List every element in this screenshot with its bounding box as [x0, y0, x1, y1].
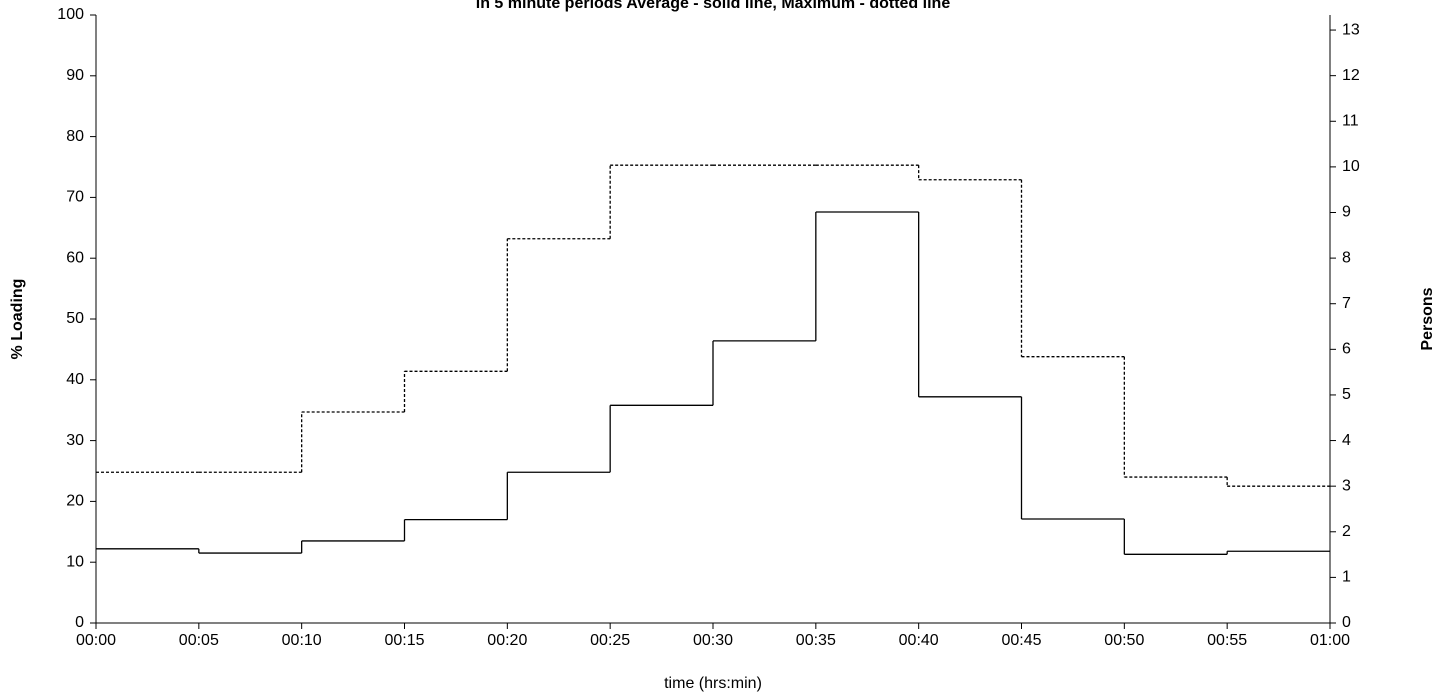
x-tick-label: 00:20: [487, 632, 527, 649]
y-tick-label: 10: [66, 553, 84, 570]
y-tick-label: 70: [66, 189, 84, 206]
x-tick-label: 01:00: [1310, 632, 1350, 649]
y2-axis-label: Persons: [1419, 287, 1436, 350]
y2-tick-label: 3: [1342, 477, 1351, 494]
y2-tick-label: 4: [1342, 432, 1351, 449]
y2-tick-label: 5: [1342, 386, 1351, 403]
y-tick-label: 80: [66, 128, 84, 145]
y2-tick-label: 0: [1342, 614, 1351, 631]
x-tick-label: 00:50: [1104, 632, 1144, 649]
x-tick-label: 00:00: [76, 632, 116, 649]
x-tick-label: 00:25: [590, 632, 630, 649]
y-tick-label: 100: [57, 6, 84, 23]
y-tick-label: 90: [66, 67, 84, 84]
y-tick-label: 0: [75, 614, 84, 631]
y2-tick-label: 2: [1342, 523, 1351, 540]
x-tick-label: 00:40: [899, 632, 939, 649]
y-tick-label: 60: [66, 249, 84, 266]
x-tick-label: 00:05: [179, 632, 219, 649]
y2-tick-label: 7: [1342, 295, 1351, 312]
y2-tick-label: 12: [1342, 67, 1360, 84]
y2-tick-label: 6: [1342, 341, 1351, 358]
y-tick-label: 20: [66, 493, 84, 510]
y2-tick-label: 8: [1342, 249, 1351, 266]
y2-tick-label: 11: [1342, 112, 1359, 129]
x-tick-label: 00:30: [693, 632, 733, 649]
x-axis-label: time (hrs:min): [664, 675, 762, 692]
x-tick-label: 00:35: [796, 632, 836, 649]
x-tick-label: 00:45: [1001, 632, 1041, 649]
y2-tick-label: 9: [1342, 204, 1351, 221]
chart-title: in 5 minute periods Average - solid line…: [476, 0, 951, 12]
y-tick-label: 30: [66, 432, 84, 449]
y-axis-label: % Loading: [9, 279, 26, 360]
y2-tick-label: 10: [1342, 158, 1360, 175]
y-tick-label: 40: [66, 371, 84, 388]
x-tick-label: 00:55: [1207, 632, 1247, 649]
x-tick-label: 00:15: [384, 632, 424, 649]
x-tick-label: 00:10: [282, 632, 322, 649]
y2-tick-label: 1: [1342, 569, 1351, 586]
y2-tick-label: 13: [1342, 21, 1360, 38]
y-tick-label: 50: [66, 310, 84, 327]
